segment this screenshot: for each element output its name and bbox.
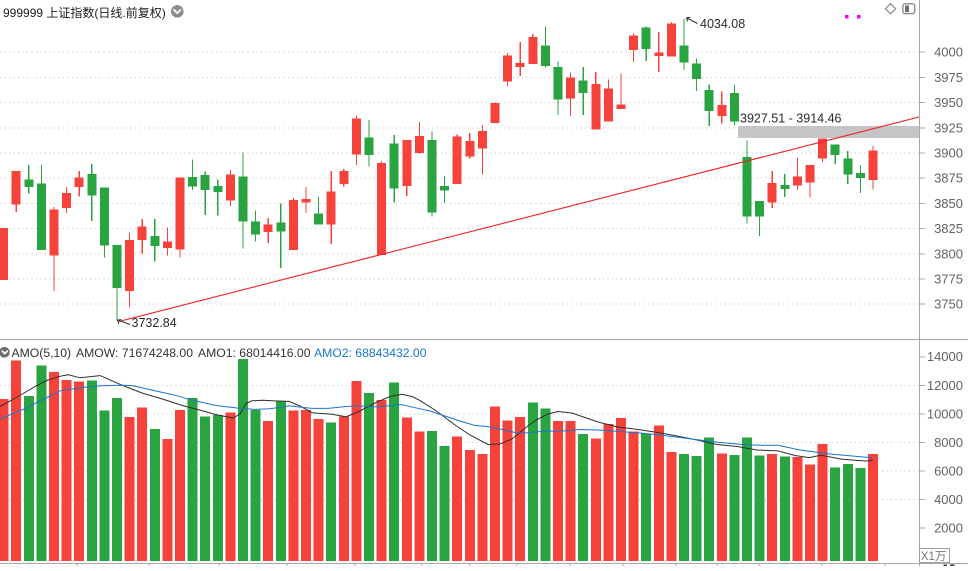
svg-text:12000: 12000 <box>927 378 963 393</box>
svg-text:3900: 3900 <box>934 146 963 161</box>
svg-text:4000: 4000 <box>934 492 963 507</box>
svg-text:3927.51 - 3914.46: 3927.51 - 3914.46 <box>740 112 842 126</box>
svg-text:4034.08: 4034.08 <box>700 17 745 31</box>
svg-text:4000: 4000 <box>934 45 963 60</box>
svg-text:3800: 3800 <box>934 246 963 261</box>
svg-text:999999 上证指数(日线.前复权): 999999 上证指数(日线.前复权) <box>3 5 166 20</box>
svg-text:AMO1: 68014416.00: AMO1: 68014416.00 <box>198 346 311 360</box>
svg-text:10000: 10000 <box>927 406 963 421</box>
svg-text:3850: 3850 <box>934 196 963 211</box>
svg-text:14000: 14000 <box>927 349 963 364</box>
svg-text:3975: 3975 <box>934 70 963 85</box>
svg-text:3875: 3875 <box>934 171 963 186</box>
svg-text:8000: 8000 <box>934 435 963 450</box>
svg-text:3825: 3825 <box>934 221 963 236</box>
svg-text:3925: 3925 <box>934 120 963 135</box>
svg-text:3750: 3750 <box>934 297 963 312</box>
svg-text:3950: 3950 <box>934 95 963 110</box>
svg-text:6000: 6000 <box>934 464 963 479</box>
svg-text:X1万: X1万 <box>921 551 947 563</box>
svg-text:3775: 3775 <box>934 272 963 287</box>
svg-text:AMO(5,10): AMO(5,10) <box>12 346 72 360</box>
svg-text:AMO2: 68843432.00: AMO2: 68843432.00 <box>314 346 427 360</box>
svg-text:AMOW: 71674248.00: AMOW: 71674248.00 <box>76 346 193 360</box>
svg-text:3732.84: 3732.84 <box>132 316 177 330</box>
svg-text:2000: 2000 <box>934 521 963 536</box>
